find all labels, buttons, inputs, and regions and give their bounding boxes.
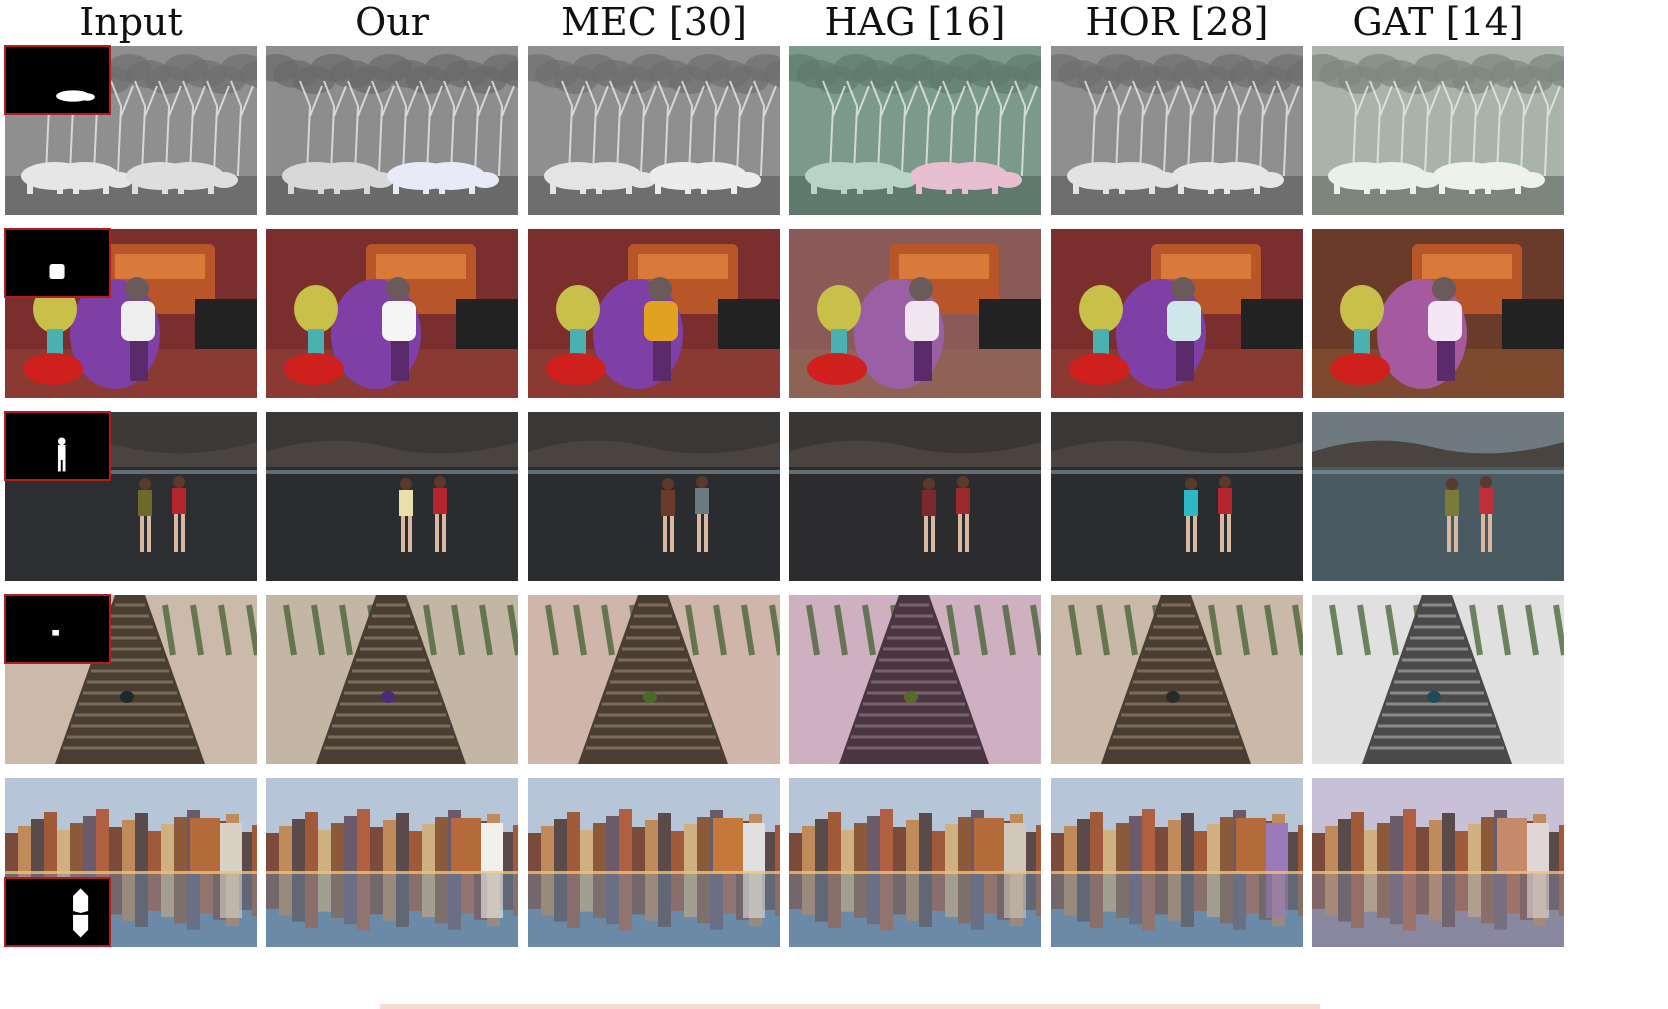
- result-image: [1051, 412, 1303, 581]
- result-image: [1051, 46, 1303, 215]
- result-image: [528, 595, 780, 764]
- result-image: [1051, 778, 1303, 947]
- result-image: [266, 778, 518, 947]
- result-image: [789, 229, 1041, 398]
- result-image: [528, 412, 780, 581]
- result-image: [789, 595, 1041, 764]
- mask-thumbnail: [4, 228, 111, 298]
- result-image: [1312, 229, 1564, 398]
- result-image: [528, 229, 780, 398]
- column-header: HAG [16]: [824, 0, 1006, 44]
- result-image: [1312, 46, 1564, 215]
- result-image: [5, 778, 257, 947]
- result-image: [1051, 595, 1303, 764]
- result-image: [266, 229, 518, 398]
- result-image: [5, 229, 257, 398]
- result-image: [528, 46, 780, 215]
- result-image: [528, 778, 780, 947]
- column-header: MEC [30]: [561, 0, 747, 44]
- result-image: [789, 412, 1041, 581]
- result-image: [1312, 778, 1564, 947]
- column-header: GAT [14]: [1352, 0, 1524, 44]
- mask-thumbnail: [4, 594, 111, 664]
- result-image: [1312, 595, 1564, 764]
- column-header: HOR [28]: [1085, 0, 1269, 44]
- result-image: [1051, 229, 1303, 398]
- result-image: [1312, 412, 1564, 581]
- result-image: [266, 412, 518, 581]
- result-image: [266, 46, 518, 215]
- result-image: [789, 46, 1041, 215]
- result-image: [266, 595, 518, 764]
- mask-thumbnail: [4, 45, 111, 115]
- bottom-strip: [380, 1004, 1320, 1009]
- result-image: [789, 778, 1041, 947]
- mask-thumbnail: [4, 877, 111, 947]
- column-header: Our: [355, 0, 429, 44]
- mask-thumbnail: [4, 411, 111, 481]
- column-header: Input: [79, 0, 183, 44]
